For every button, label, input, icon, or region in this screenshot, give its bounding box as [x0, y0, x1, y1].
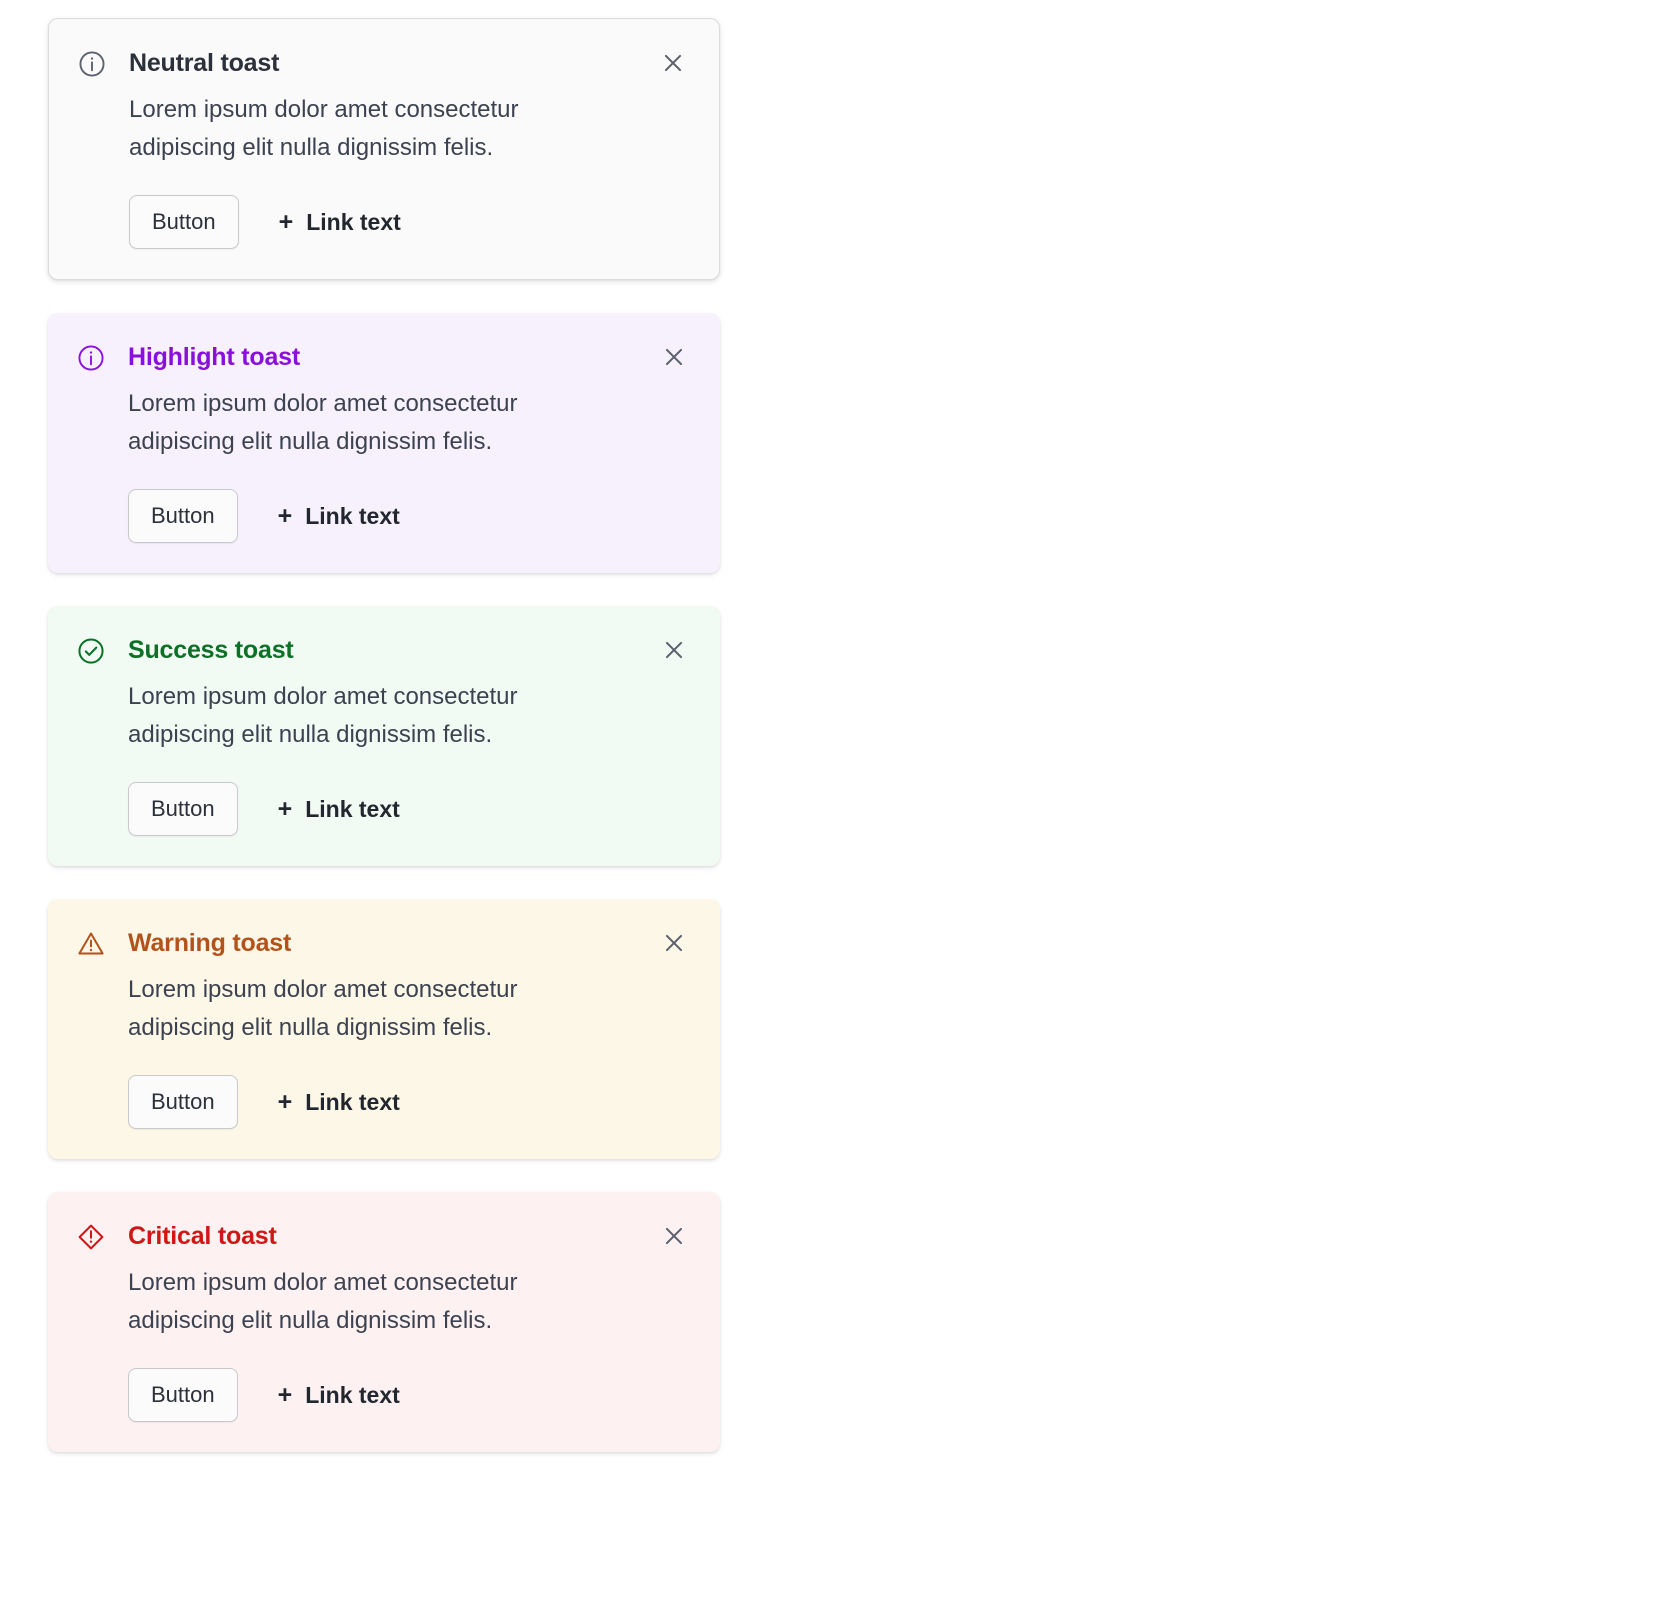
- toast-body-text: Lorem ipsum dolor amet consectetur adipi…: [128, 1269, 518, 1334]
- toast-title: Warning toast: [128, 929, 292, 957]
- toast-title: Success toast: [128, 636, 294, 664]
- plus-icon: +: [277, 501, 293, 530]
- action-link[interactable]: + Link text: [278, 503, 400, 530]
- toast-actions: Button + Link text: [128, 1075, 692, 1129]
- toast-title: Neutral toast: [129, 49, 280, 77]
- toast-body-text: Lorem ipsum dolor amet consectetur adipi…: [128, 976, 518, 1041]
- close-icon: [661, 637, 687, 663]
- action-link[interactable]: + Link text: [278, 1089, 400, 1116]
- plus-icon: +: [278, 207, 294, 236]
- action-link-label: Link text: [305, 795, 400, 822]
- toast-body-text: Lorem ipsum dolor amet consectetur adipi…: [129, 96, 519, 161]
- action-button[interactable]: Button: [128, 1368, 238, 1422]
- close-button[interactable]: [658, 634, 690, 666]
- info-circle-icon: [77, 49, 107, 79]
- toast-header: Critical toast: [76, 1220, 692, 1252]
- close-button[interactable]: [657, 47, 689, 79]
- toast-success: Success toast Lorem ipsum dolor amet con…: [48, 606, 720, 866]
- close-button[interactable]: [658, 1220, 690, 1252]
- toast-actions: Button + Link text: [128, 782, 692, 836]
- close-button[interactable]: [658, 341, 690, 373]
- action-button[interactable]: Button: [128, 782, 238, 836]
- action-button[interactable]: Button: [129, 195, 239, 249]
- toast-critical: Critical toast Lorem ipsum dolor amet co…: [48, 1192, 720, 1452]
- action-link-label: Link text: [305, 1088, 400, 1115]
- close-icon: [661, 930, 687, 956]
- critical-diamond-icon: [76, 1222, 106, 1252]
- toast-neutral: Neutral toast Lorem ipsum dolor amet con…: [48, 18, 720, 280]
- close-icon: [661, 344, 687, 370]
- info-circle-icon: [76, 343, 106, 373]
- plus-icon: +: [277, 1087, 293, 1116]
- toast-warning: Warning toast Lorem ipsum dolor amet con…: [48, 899, 720, 1159]
- action-link-label: Link text: [306, 208, 401, 235]
- toast-header: Success toast: [76, 634, 692, 666]
- close-button[interactable]: [658, 927, 690, 959]
- action-link[interactable]: + Link text: [278, 1382, 400, 1409]
- toast-header: Neutral toast: [77, 47, 691, 79]
- toast-header: Highlight toast: [76, 341, 692, 373]
- toast-stack: Neutral toast Lorem ipsum dolor amet con…: [48, 18, 720, 1452]
- action-link-label: Link text: [305, 1381, 400, 1408]
- toast-actions: Button + Link text: [128, 1368, 692, 1422]
- plus-icon: +: [277, 794, 293, 823]
- toast-title: Highlight toast: [128, 343, 300, 371]
- plus-icon: +: [277, 1380, 293, 1409]
- warning-triangle-icon: [76, 929, 106, 959]
- toast-title: Critical toast: [128, 1222, 277, 1250]
- action-link[interactable]: + Link text: [279, 209, 401, 236]
- action-link-label: Link text: [305, 502, 400, 529]
- toast-actions: Button + Link text: [129, 195, 691, 249]
- action-button[interactable]: Button: [128, 489, 238, 543]
- action-link[interactable]: + Link text: [278, 796, 400, 823]
- action-button[interactable]: Button: [128, 1075, 238, 1129]
- close-icon: [661, 1223, 687, 1249]
- toast-body-text: Lorem ipsum dolor amet consectetur adipi…: [128, 683, 518, 748]
- toast-header: Warning toast: [76, 927, 692, 959]
- toast-body-text: Lorem ipsum dolor amet consectetur adipi…: [128, 390, 518, 455]
- toast-highlight: Highlight toast Lorem ipsum dolor amet c…: [48, 313, 720, 573]
- close-icon: [660, 50, 686, 76]
- check-circle-icon: [76, 636, 106, 666]
- toast-actions: Button + Link text: [128, 489, 692, 543]
